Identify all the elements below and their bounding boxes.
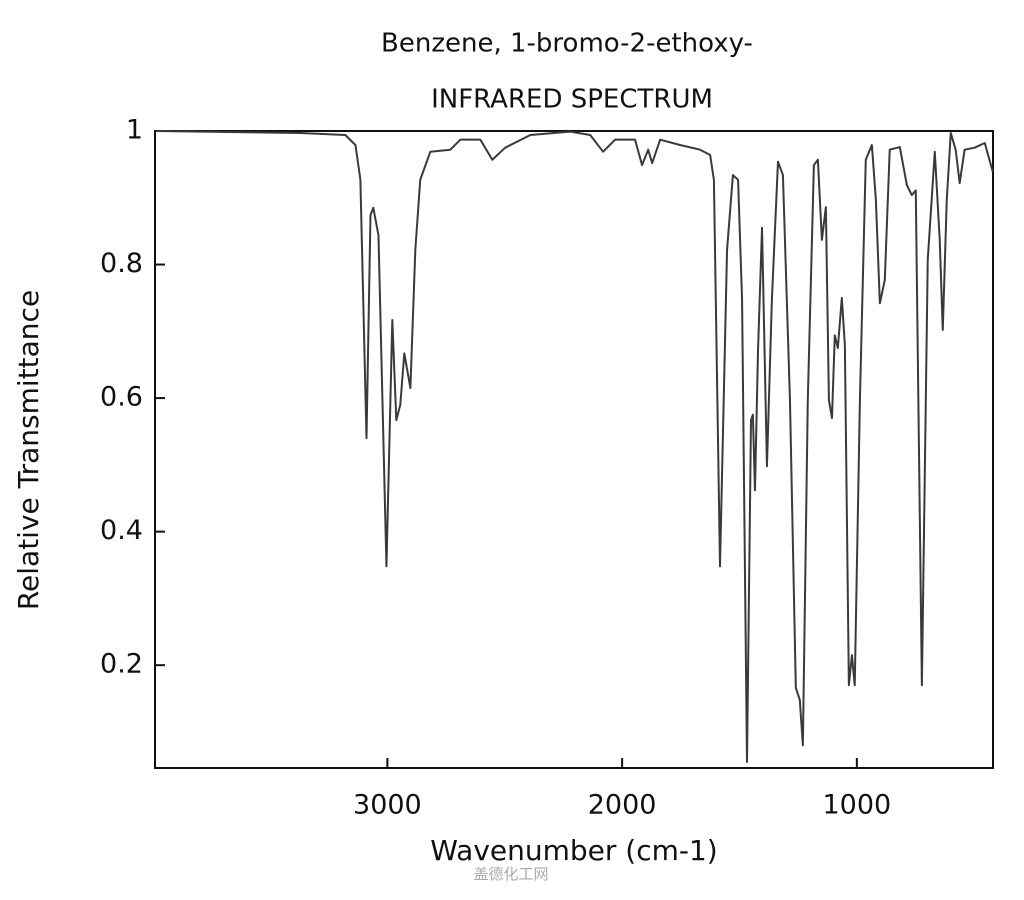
- y-tick-label: 1: [126, 115, 143, 146]
- spectrum-line: [155, 130, 994, 763]
- x-axis-label: Wavenumber (cm-1): [430, 834, 717, 867]
- x-tick-label: 2000: [588, 790, 657, 821]
- plot-frame: [154, 130, 994, 769]
- y-tick-label: 0.8: [100, 248, 143, 279]
- chart-title: Benzene, 1-bromo-2-ethoxy-: [381, 29, 753, 59]
- y-tick-label: 0.4: [100, 515, 143, 546]
- x-tick-label: 1000: [822, 790, 891, 821]
- y-tick-label: 0.2: [100, 649, 143, 680]
- watermark: 盖德化工网: [473, 865, 548, 883]
- y-axis-label: Relative Transmittance: [12, 290, 45, 610]
- y-tick-label: 0.6: [100, 382, 143, 413]
- x-tick-label: 3000: [353, 790, 422, 821]
- chart-subtitle: INFRARED SPECTRUM: [431, 85, 713, 115]
